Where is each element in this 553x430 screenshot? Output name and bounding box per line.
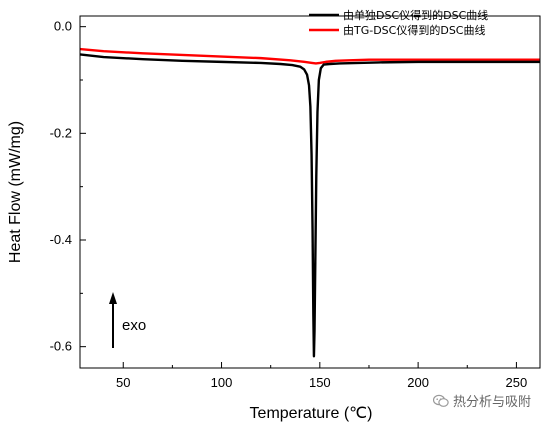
x-tick-label-2: 150 bbox=[309, 375, 331, 390]
legend: 由单独DSC仪得到的DSC曲线 由TG-DSC仪得到的DSC曲线 bbox=[309, 8, 488, 37]
legend-label-0: 由单独DSC仪得到的DSC曲线 bbox=[343, 8, 488, 22]
exo-label: exo bbox=[122, 317, 146, 334]
x-tick-label-4: 250 bbox=[506, 375, 528, 390]
y-axis: 0.0 -0.2 -0.4 -0.6 bbox=[50, 19, 86, 354]
exo-arrow-head bbox=[109, 292, 117, 304]
series-line-1 bbox=[80, 47, 540, 65]
y-tick-label-2: -0.4 bbox=[50, 232, 72, 247]
y-axis-title: Heat Flow (mW/mg) bbox=[7, 121, 24, 263]
y-tick-label-1: -0.2 bbox=[50, 125, 72, 140]
legend-label-1: 由TG-DSC仪得到的DSC曲线 bbox=[343, 23, 485, 37]
x-axis-title: Temperature (℃) bbox=[250, 405, 373, 422]
x-tick-label-3: 200 bbox=[407, 375, 429, 390]
series-layer bbox=[80, 47, 540, 358]
plot-frame bbox=[79, 15, 541, 369]
x-tick-label-0: 50 bbox=[116, 375, 130, 390]
wechat-icon bbox=[433, 394, 449, 407]
series-line-0 bbox=[80, 53, 540, 358]
y-tick-label-0: 0.0 bbox=[54, 19, 72, 34]
exo-annotation: exo bbox=[109, 292, 146, 348]
x-tick-label-1: 100 bbox=[211, 375, 233, 390]
watermark: 热分析与吸附 bbox=[433, 391, 531, 410]
x-axis: 50 100 150 200 250 bbox=[116, 362, 527, 390]
watermark-text: 热分析与吸附 bbox=[453, 395, 532, 410]
y-tick-label-3: -0.6 bbox=[50, 339, 72, 354]
